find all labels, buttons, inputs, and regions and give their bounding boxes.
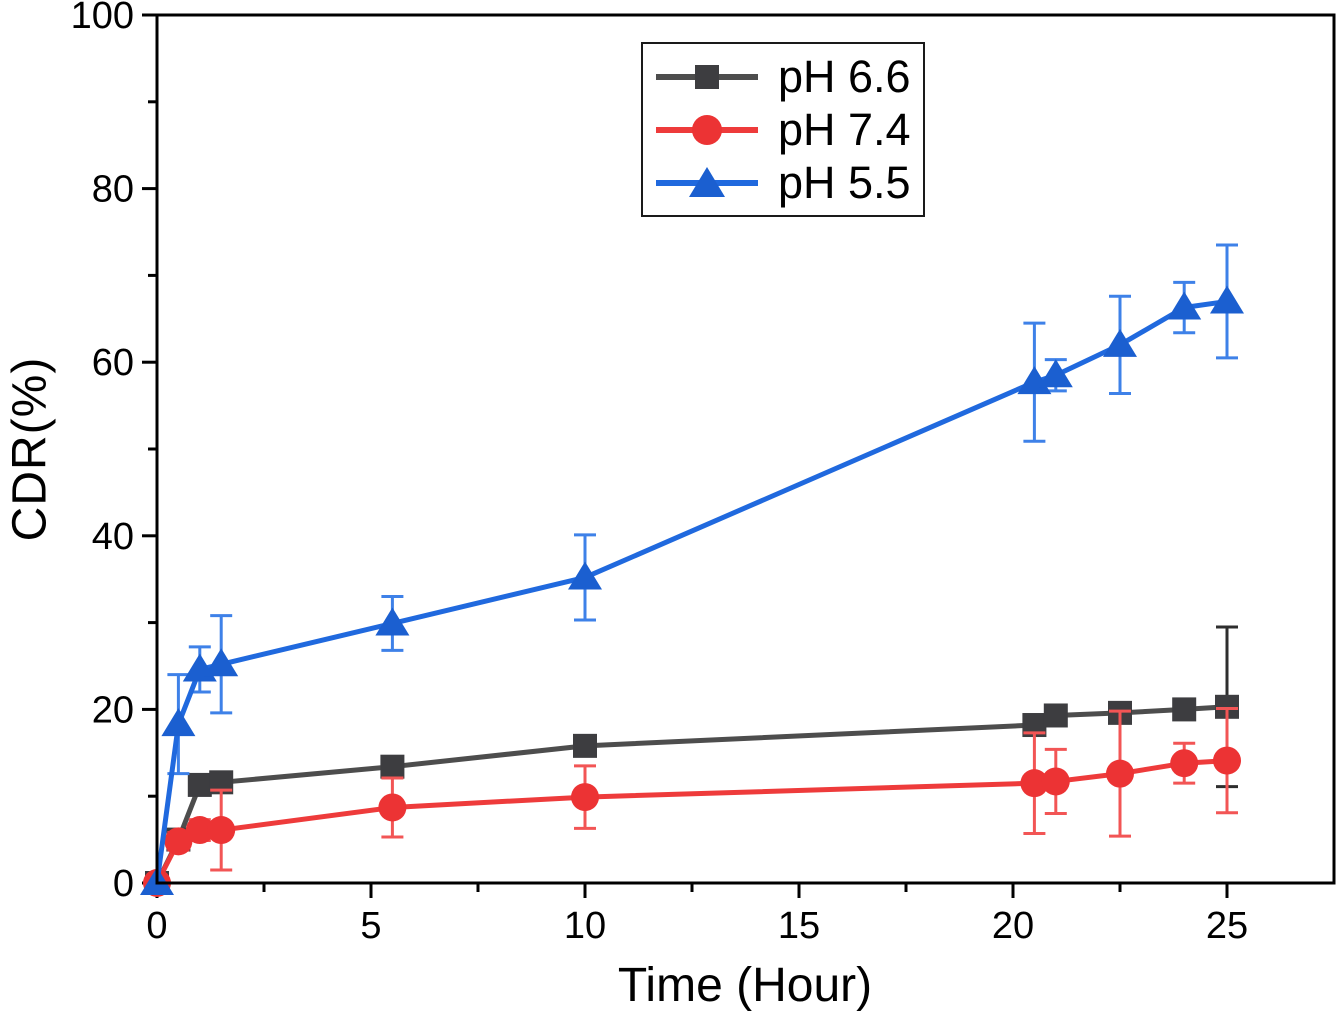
y-tick-label: 60 bbox=[92, 342, 134, 384]
y-tick-label: 100 bbox=[71, 0, 134, 37]
triangle-marker bbox=[204, 648, 239, 677]
circle-marker bbox=[1213, 746, 1241, 775]
axes: 0 5 10 15 20 25 0 20 40 60 80 100 bbox=[71, 0, 1249, 947]
plot-frame bbox=[155, 13, 1336, 885]
triangle-marker bbox=[1103, 328, 1137, 357]
y-tick-label: 80 bbox=[92, 169, 134, 211]
circle-marker bbox=[164, 827, 193, 856]
circle-marker bbox=[1020, 769, 1049, 798]
legend-key-triangle-icon bbox=[656, 166, 758, 197]
x-tick-label: 25 bbox=[1206, 905, 1248, 947]
x-tick-label: 15 bbox=[778, 905, 820, 947]
square-marker bbox=[573, 733, 597, 758]
x-tick-label: 10 bbox=[564, 905, 606, 947]
x-tick-label: 0 bbox=[146, 905, 167, 947]
series-ph-5.5 bbox=[140, 243, 1244, 895]
legend-key-square-icon bbox=[656, 64, 758, 89]
square-marker bbox=[1043, 703, 1068, 728]
square-marker bbox=[187, 772, 212, 797]
triangle-marker bbox=[1167, 291, 1202, 320]
circle-marker bbox=[1170, 749, 1199, 778]
legend-item-ph-7.4: pH 7.4 bbox=[656, 104, 923, 156]
x-axis-label: Time (Hour) bbox=[617, 959, 873, 1012]
triangle-marker bbox=[375, 607, 410, 636]
legend-label-ph-6.6: pH 6.6 bbox=[778, 51, 911, 102]
y-tick-label: 20 bbox=[92, 689, 134, 731]
x-tick-label: 20 bbox=[992, 905, 1034, 947]
triangle-marker bbox=[568, 561, 602, 590]
legend-item-ph-6.6: pH 6.6 bbox=[656, 51, 923, 103]
triangle-marker bbox=[161, 708, 196, 737]
legend: pH 6.6 pH 7.4 pH 5.5 bbox=[641, 42, 925, 217]
series-ph-7.4 bbox=[143, 707, 1241, 897]
series-ph-6.6 bbox=[145, 625, 1239, 895]
circle-marker bbox=[207, 816, 236, 845]
legend-label-ph-7.4: pH 7.4 bbox=[778, 104, 911, 155]
circle-marker bbox=[378, 793, 407, 822]
legend-item-ph-5.5: pH 5.5 bbox=[656, 157, 923, 209]
y-tick-label: 40 bbox=[92, 516, 134, 558]
circle-marker bbox=[1106, 759, 1134, 788]
circle-marker bbox=[571, 783, 599, 812]
legend-key-circle-icon bbox=[656, 114, 758, 145]
circle-marker bbox=[185, 816, 214, 845]
triangle-marker bbox=[1210, 285, 1244, 314]
square-marker bbox=[1172, 697, 1197, 722]
square-marker bbox=[380, 754, 405, 779]
legend-label-ph-5.5: pH 5.5 bbox=[778, 157, 911, 208]
y-tick-label: 0 bbox=[113, 863, 134, 905]
triangle-marker bbox=[1038, 359, 1073, 388]
y-axis-label: CDR(%) bbox=[3, 356, 57, 542]
x-tick-label: 5 bbox=[360, 905, 381, 947]
circle-marker bbox=[1041, 767, 1070, 796]
